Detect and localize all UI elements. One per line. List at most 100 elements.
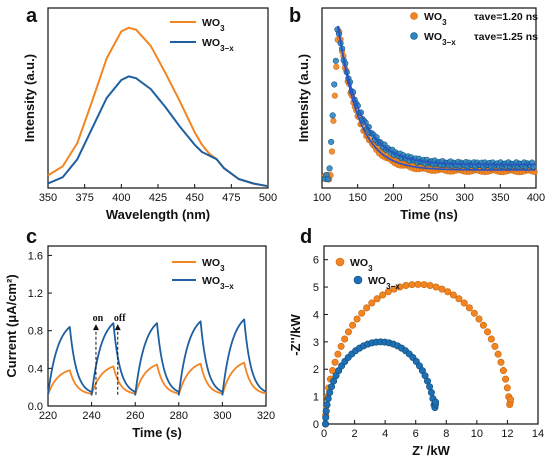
panel-d-plot-frame <box>323 245 539 425</box>
panel-c-y-tick-label: 1.6 <box>28 250 43 262</box>
panel-a-x-axis-label: Wavelength (nm) <box>106 207 210 222</box>
panel-d-data-point <box>426 383 434 391</box>
panel-b-legend-label-0: WO3 <box>424 11 447 27</box>
panel-letter-d: d <box>300 226 312 248</box>
panel-b-legend-marker-0 <box>410 12 418 20</box>
panel-c-annotation-text-1: off <box>114 313 126 324</box>
panel-c-legend-label-0: WO3 <box>202 257 225 273</box>
panel-b-x-tick-label: 400 <box>527 192 545 204</box>
panel-d-data-point <box>344 328 352 336</box>
panel-c-x-axis-label: Time (s) <box>132 425 182 440</box>
panel-d-x-tick-label: 0 <box>321 428 327 440</box>
panel-b-x-axis-label: Time (ns) <box>400 207 458 222</box>
panel-d-data-point <box>337 342 345 350</box>
panel-d-data-point <box>494 350 502 358</box>
panel-b-data-point <box>329 112 336 119</box>
panel-c-series-line-0 <box>47 361 267 396</box>
panel-d-data-point <box>384 288 392 296</box>
panel-d-data-point <box>420 281 428 289</box>
chart-panel-b: 100 150 200 250 300 350 400 Time (ns) Intensity … <box>296 7 545 222</box>
panel-d-data-point <box>341 335 349 343</box>
panel-d-y-tick-label: 6 <box>313 255 319 267</box>
panel-a-series-line-1 <box>47 75 269 188</box>
panel-d-y-axis-label: -Z''/kW <box>288 313 303 355</box>
panel-letter-b: b <box>289 5 301 27</box>
panel-d-y-tick-label: 1 <box>313 392 319 404</box>
panel-d-data-point <box>491 342 499 350</box>
panel-b-data-point <box>328 148 336 155</box>
panel-d-x-tick-label: 2 <box>352 428 358 440</box>
panel-d-data-point <box>323 401 331 409</box>
panel-c-series-line-1 <box>47 318 267 396</box>
panel-b-x-tick-label: 200 <box>384 192 402 204</box>
panel-d-data-point <box>470 309 478 317</box>
panel-b-data-point <box>328 138 335 146</box>
panel-c-annotation-arrowhead-0 <box>92 324 99 331</box>
panel-d-data-point <box>426 282 434 290</box>
panel-a-legend-label-1: WO3−x <box>202 37 234 53</box>
panel-d-legend-label-1: WO3−x <box>368 275 400 291</box>
panel-c-y-axis-label: Current (μA/cm²) <box>4 274 19 377</box>
panel-d-data-point <box>322 414 330 422</box>
panel-a-x-tick-label: 450 <box>185 192 203 204</box>
panel-d-data-point <box>408 281 416 289</box>
panel-c-legend-label-1: WO3−x <box>202 275 234 291</box>
panel-d-data-point <box>432 283 440 291</box>
panel-a-x-tick-label: 425 <box>149 192 167 204</box>
panel-d-data-point <box>484 328 492 336</box>
panel-d-data-point <box>402 282 410 290</box>
panel-d-data-point <box>438 285 446 293</box>
panel-b-legend-note-1: τave=1.25 ns <box>474 31 538 43</box>
panel-d-data-point <box>503 384 511 392</box>
panel-d-data-point <box>414 280 422 288</box>
panel-b-legend-marker-1 <box>410 32 418 40</box>
panel-d-data-point <box>479 321 487 329</box>
chart-panel-a: 350 375 400 425 450 475 500 Wavelength (nm) Inte… <box>22 7 277 222</box>
panel-a-x-tick-label: 350 <box>39 192 57 204</box>
panel-c-x-tick-label: 220 <box>39 410 57 422</box>
panel-d-data-point <box>322 420 330 428</box>
panel-c-y-tick-label: 0.8 <box>28 326 43 338</box>
panel-d-legend-marker-1 <box>353 275 363 285</box>
panel-b-fit-line-1 <box>336 25 536 166</box>
panel-b-data-point <box>331 81 338 88</box>
panel-d-legend-marker-0 <box>335 257 345 267</box>
panel-d-data-point <box>368 299 376 307</box>
panel-d-data-point <box>324 395 332 403</box>
panel-d-data-point <box>379 291 387 299</box>
panel-a-x-tick-label: 375 <box>75 192 93 204</box>
panel-d-data-point <box>444 288 452 296</box>
panel-b-x-tick-label: 300 <box>455 192 473 204</box>
panel-d-data-point <box>349 321 357 329</box>
panel-d-x-tick-label: 12 <box>501 428 513 440</box>
panel-d-x-tick-label: 4 <box>382 428 388 440</box>
panel-c-x-tick-label: 280 <box>170 410 188 422</box>
panel-b-x-tick-label: 150 <box>348 192 366 204</box>
panel-a-x-tick-label: 500 <box>259 192 277 204</box>
panel-d-y-tick-label: 5 <box>313 282 319 294</box>
panel-c-x-tick-label: 320 <box>257 410 275 422</box>
panel-d-x-axis-label: Z' /kW <box>412 443 450 458</box>
panel-b-data-point <box>333 63 340 70</box>
panel-b-legend-label-1: WO3−x <box>424 31 456 47</box>
panel-d-x-tick-label: 10 <box>471 428 483 440</box>
panel-b-x-tick-label: 350 <box>491 192 509 204</box>
panel-c-y-tick-label: 0.4 <box>28 363 43 375</box>
panel-c-x-tick-label: 240 <box>82 410 100 422</box>
panel-c-y-tick-label: 0.0 <box>28 401 43 413</box>
panel-d-y-tick-label: 2 <box>313 364 319 376</box>
panel-d-y-tick-label: 4 <box>313 309 319 321</box>
panel-a-series-line-0 <box>47 26 269 188</box>
panel-a-x-tick-label: 475 <box>222 192 240 204</box>
panel-d-data-point <box>460 299 468 307</box>
chart-panel-c: 220 240 260 280 300 320 Time (s) 0.0 0.4 0.8 1.2 1.… <box>4 245 275 440</box>
panel-d-data-point <box>497 358 505 366</box>
panel-letter-c: c <box>26 226 37 248</box>
panel-b-fit-line-0 <box>337 25 536 171</box>
panel-d-data-point <box>455 295 463 303</box>
panel-b-data-point <box>332 57 339 64</box>
panel-d-data-point <box>506 395 514 403</box>
panel-d-data-point <box>432 398 440 406</box>
